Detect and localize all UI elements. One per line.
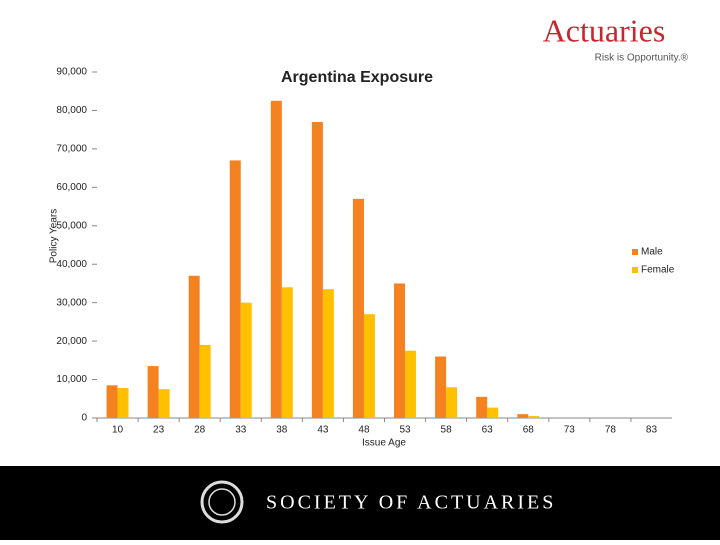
tagline: Risk is Opportunity.® — [595, 53, 689, 64]
x-tick-label: 28 — [194, 425, 206, 436]
x-tick-label: 43 — [317, 425, 329, 436]
x-axis-label: Issue Age — [362, 438, 406, 449]
x-tick-label: 38 — [276, 425, 288, 436]
x-tick-label: 53 — [399, 425, 411, 436]
x-tick-label: 23 — [153, 425, 165, 436]
x-tick-label: 83 — [646, 425, 658, 436]
bar — [517, 414, 529, 418]
legend-swatch — [632, 267, 638, 273]
bar — [322, 289, 334, 418]
bar — [311, 121, 323, 418]
legend-label: Male — [641, 247, 663, 258]
footer-band — [0, 466, 720, 540]
logo: Actuaries — [543, 12, 666, 48]
bar — [363, 314, 375, 418]
bar — [240, 302, 252, 418]
emblem-inner — [208, 488, 236, 516]
y-axis-label: Policy Years — [49, 209, 60, 263]
y-tick-label: 10,000 — [56, 374, 87, 385]
bar — [270, 100, 282, 418]
y-tick-label: 90,000 — [56, 67, 87, 78]
emblem — [200, 480, 244, 524]
bar — [117, 388, 129, 418]
x-tick-label: 73 — [564, 425, 576, 436]
y-tick-label: 60,000 — [56, 182, 87, 193]
bar — [435, 356, 447, 418]
y-tick-label: 30,000 — [56, 297, 87, 308]
y-tick-label: 80,000 — [56, 105, 87, 116]
bar — [229, 160, 241, 418]
bar — [188, 275, 200, 418]
y-tick-label: 50,000 — [56, 220, 87, 231]
bar — [528, 416, 540, 418]
x-tick-label: 58 — [441, 425, 453, 436]
x-tick-label: 78 — [605, 425, 617, 436]
legend-label: Female — [641, 265, 675, 276]
x-tick-label: 33 — [235, 425, 247, 436]
bar — [147, 366, 159, 418]
bar — [394, 283, 406, 418]
bar — [352, 198, 364, 418]
x-tick-label: 63 — [482, 425, 494, 436]
bar — [199, 344, 211, 418]
bar — [446, 387, 458, 418]
bar — [405, 350, 417, 418]
legend-swatch — [632, 249, 638, 255]
y-tick-label: 20,000 — [56, 336, 87, 347]
bar — [476, 396, 488, 418]
y-tick-label: 70,000 — [56, 144, 87, 155]
x-tick-label: 48 — [358, 425, 370, 436]
organization: SOCIETY OF ACTUARIES — [266, 492, 556, 514]
y-tick-label: 0 — [81, 413, 87, 424]
bar — [106, 385, 118, 418]
chart-title: Argentina Exposure — [281, 69, 433, 86]
bar — [487, 407, 499, 418]
bar — [281, 287, 293, 418]
x-tick-label: 68 — [523, 425, 535, 436]
x-tick-label: 10 — [112, 425, 124, 436]
y-tick-label: 40,000 — [56, 259, 87, 270]
bar — [158, 389, 170, 418]
